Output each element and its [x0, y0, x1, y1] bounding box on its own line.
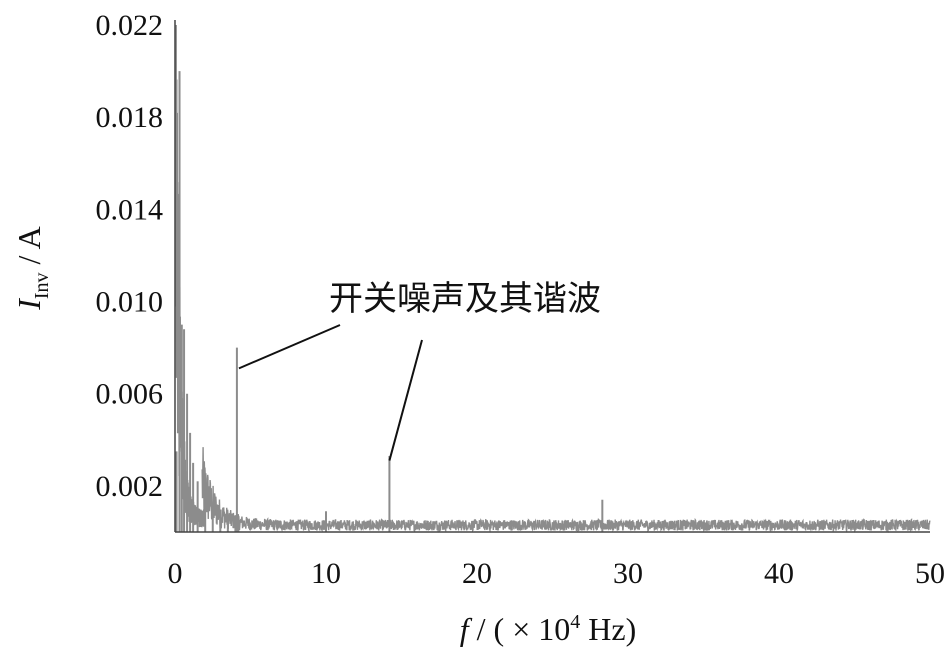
annotation-leaders [238, 324, 423, 461]
y-axis-label: IInv / A [11, 226, 53, 311]
y-tick-label: 0.014 [96, 193, 164, 226]
plot-area [175, 24, 931, 534]
x-tick-label: 10 [311, 557, 341, 590]
x-axis-label: f / ( × 104 Hz) [460, 611, 636, 647]
y-tick-label: 0.018 [96, 101, 164, 134]
y-tick-label: 0.022 [96, 9, 164, 42]
y-tick-label: 0.002 [96, 470, 164, 503]
annotation-label: 开关噪声及其谐波 [329, 279, 601, 319]
y-tick-label: 0.006 [96, 378, 164, 411]
x-tick-label: 30 [613, 557, 643, 590]
axes [174, 20, 930, 533]
y-tick-labels: 0.002 0.006 0.010 0.014 0.018 0.022 [96, 9, 164, 503]
x-tick-labels: 0 10 20 30 40 50 [168, 557, 946, 590]
x-tick-label: 50 [915, 557, 945, 590]
x-tick-label: 20 [462, 557, 492, 590]
x-tick-label: 0 [168, 557, 183, 590]
noise-floor-trace [201, 447, 931, 534]
x-tick-label: 40 [764, 557, 794, 590]
annotation-leader-line [388, 339, 423, 461]
annotation-leader-line [238, 324, 341, 370]
y-tick-label: 0.010 [96, 286, 164, 319]
